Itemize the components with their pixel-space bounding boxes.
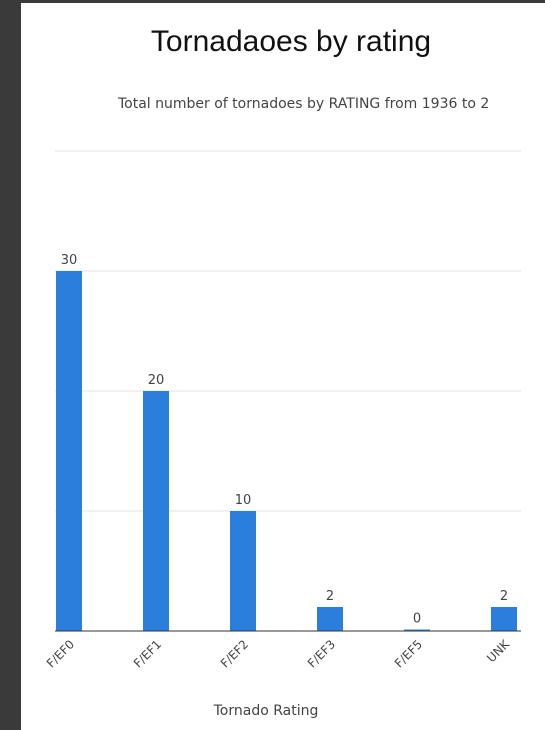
x-tick-label: F/EF3: [305, 637, 338, 670]
bar-f-ef1[interactable]: [143, 391, 169, 631]
data-label: 0: [413, 612, 421, 627]
data-label: 30: [61, 253, 78, 268]
bar-unk[interactable]: [491, 607, 517, 631]
data-label: 2: [500, 589, 508, 604]
bar-f-ef5[interactable]: [404, 629, 430, 632]
chart-title: Tornadaoes by rating: [150, 25, 432, 58]
bar-f-ef0[interactable]: [56, 271, 82, 631]
x-axis-title: Tornado Rating: [213, 703, 319, 719]
gridlines: [55, 150, 521, 512]
x-tick-label: F/EF0: [44, 637, 77, 670]
chart-panel: Tornadaoes by rating Total number of tor…: [21, 3, 545, 730]
data-label: 20: [148, 373, 165, 388]
x-tick-label: UNK: [484, 636, 513, 665]
data-label: 10: [235, 493, 252, 508]
chart-subtitle: Total number of tornadoes by RATING from…: [118, 96, 490, 112]
data-label: 2: [326, 589, 334, 604]
x-tick-label: F/EF1: [131, 637, 164, 670]
bar-f-ef3[interactable]: [317, 607, 343, 631]
x-tick-labels: F/EF0 F/EF1 F/EF2 F/EF3 F/EF5 UNK: [44, 636, 513, 670]
x-tick-label: F/EF5: [392, 637, 425, 670]
x-tick-label: F/EF2: [218, 637, 251, 670]
bars: [56, 271, 517, 631]
bar-f-ef2[interactable]: [230, 511, 256, 631]
